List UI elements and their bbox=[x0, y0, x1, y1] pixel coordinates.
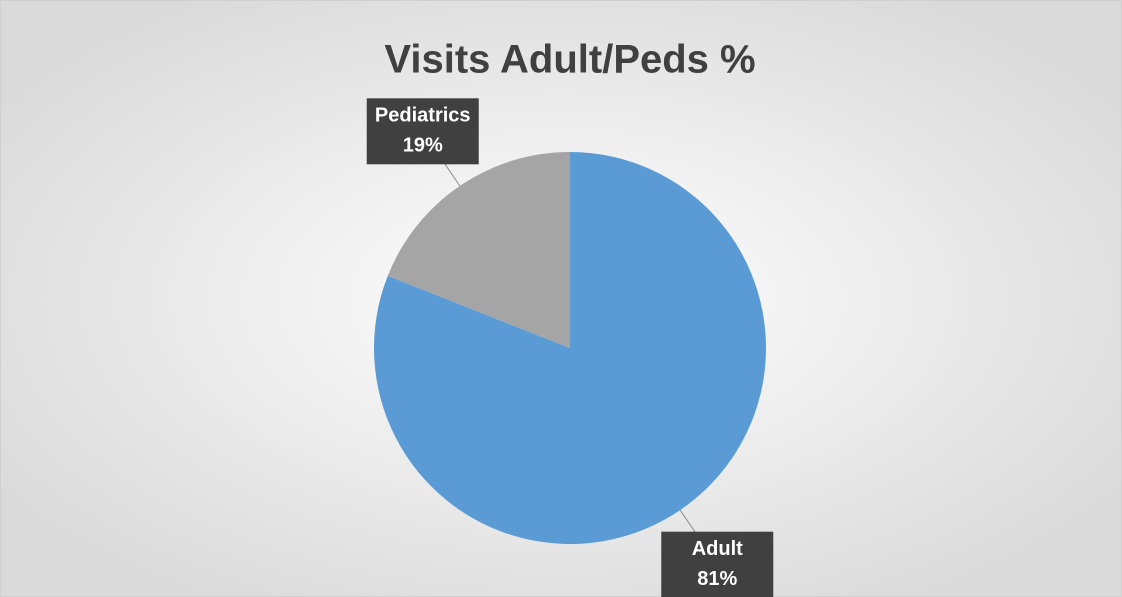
data-label-box bbox=[661, 531, 774, 597]
data-label-category: Pediatrics bbox=[375, 105, 471, 127]
data-label-box bbox=[366, 98, 479, 165]
data-label-value: 81% bbox=[697, 568, 737, 590]
data-label-value: 19% bbox=[403, 135, 443, 157]
pie-slice bbox=[387, 152, 570, 348]
chart-title: Visits Adult/Peds % bbox=[384, 38, 755, 82]
data-label-category: Adult bbox=[692, 538, 743, 560]
